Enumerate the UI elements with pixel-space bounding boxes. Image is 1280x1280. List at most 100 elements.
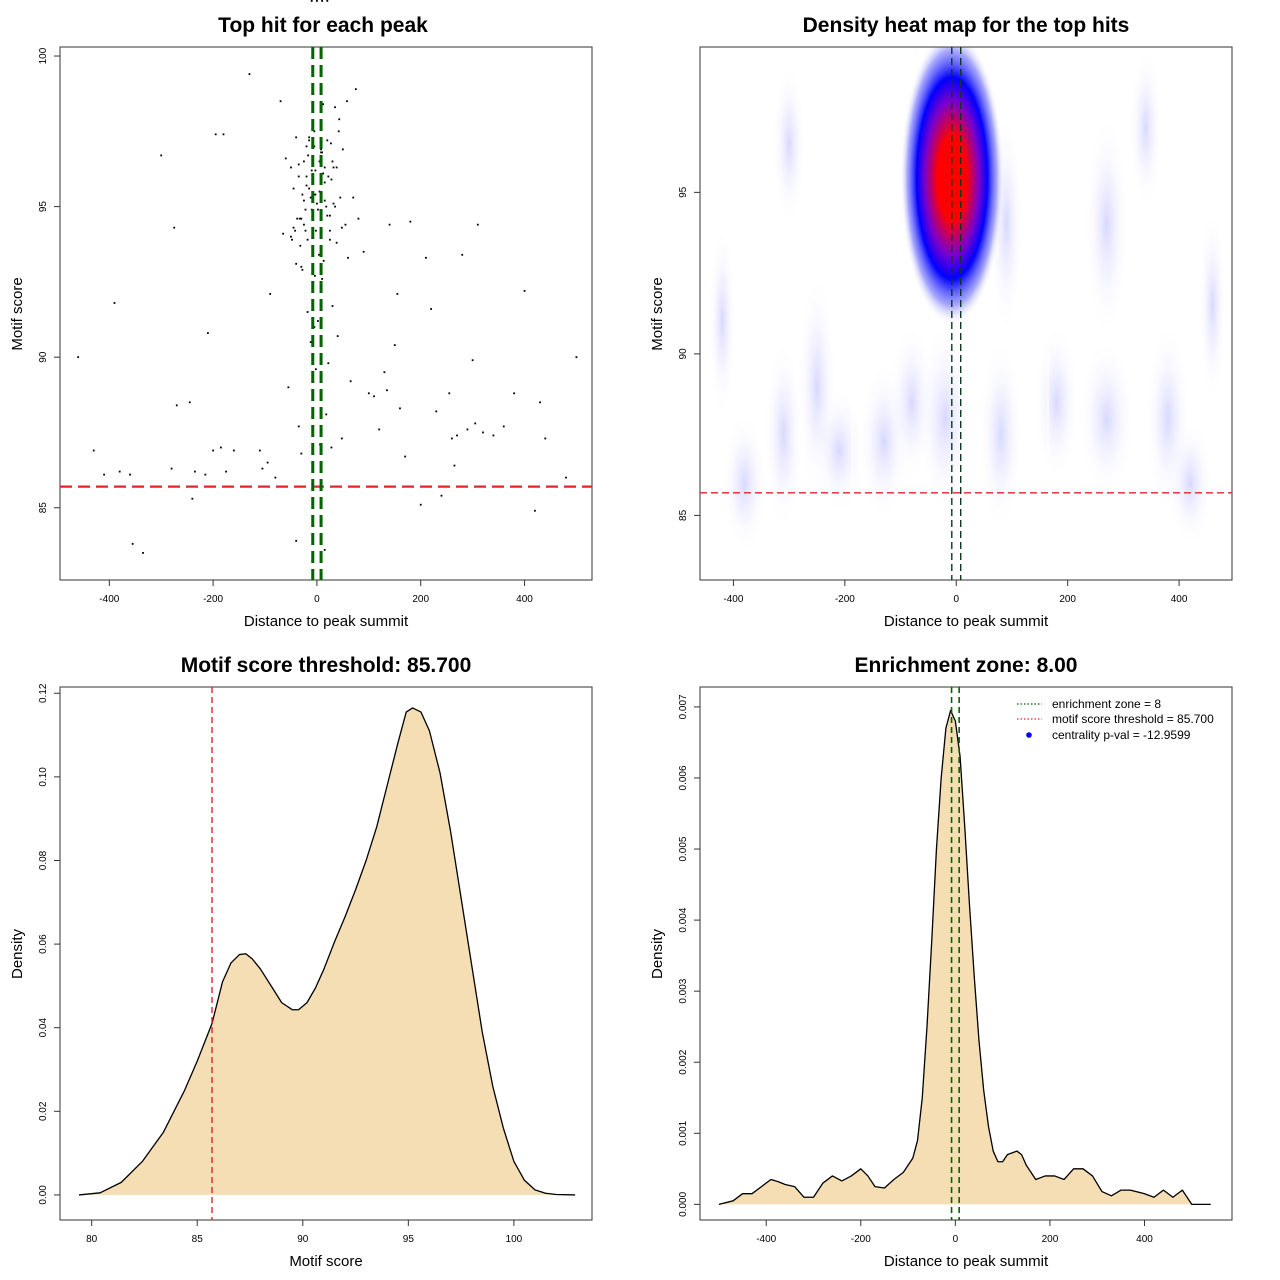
heatmap-hotspot — [900, 47, 1004, 326]
scatter-point — [284, 157, 287, 160]
scatter-point — [188, 401, 191, 404]
scatter-point — [207, 332, 209, 334]
scatter-point — [330, 446, 333, 449]
y-tick-label: 95 — [678, 186, 689, 198]
scatter-point — [290, 235, 292, 238]
scatter-point — [290, 166, 292, 169]
scatter-point — [327, 362, 330, 365]
scatter-point — [349, 380, 352, 383]
x-tick-label: -200 — [851, 1234, 871, 1245]
x-tick-label: -400 — [723, 594, 743, 605]
y-tick-label: 85 — [678, 509, 689, 521]
scatter-point — [305, 175, 308, 178]
enrichment-zone-lines — [950, 687, 960, 1220]
scatter-point — [303, 160, 305, 163]
scatter-point — [450, 437, 453, 440]
scatter-point — [474, 422, 477, 425]
scatter-point — [313, 130, 316, 133]
scatter-point — [393, 344, 396, 347]
score-density-title: Motif score threshold: 85.700 — [181, 654, 472, 677]
scatter-point — [320, 151, 322, 154]
scatter-point — [129, 473, 131, 476]
scatter-point — [325, 205, 328, 208]
scatter-point — [338, 118, 341, 121]
scatter-point — [266, 461, 269, 464]
scatter-point — [323, 199, 326, 202]
x-tick-label: -400 — [756, 1234, 776, 1245]
scatter-point — [232, 449, 235, 452]
distance-density-panel: Enrichment zone: 8.00 -400 -200 0 200 400 0.… — [649, 654, 1233, 1270]
scatter-point — [534, 509, 536, 512]
distance-density-x-axis: -400 -200 0 200 400 — [756, 1220, 1153, 1245]
scatter-point — [352, 196, 355, 199]
density-blob — [1167, 418, 1213, 548]
scatter-point — [308, 139, 311, 142]
heatmap-x-axis: -400 -200 0 200 400 — [723, 580, 1188, 605]
distance-density-title: Enrichment zone: 8.00 — [855, 654, 1078, 677]
scatter-point — [476, 223, 479, 226]
scatter-point — [323, 181, 326, 184]
scatter-point — [331, 305, 334, 307]
scatter-point — [294, 229, 297, 232]
scatter-point — [346, 100, 348, 103]
x-tick-label: 90 — [297, 1234, 309, 1245]
scatter-point — [453, 464, 456, 467]
scatter-point — [77, 356, 80, 359]
scatter-panel: Top hit for each peak -400 -200 0 200 400 85… — [9, 0, 593, 630]
scatter-point — [282, 232, 285, 235]
y-tick-label: 0.02 — [38, 1101, 49, 1121]
y-tick-label: 0.06 — [38, 934, 49, 954]
scatter-point — [399, 407, 401, 410]
scatter-point — [248, 73, 251, 76]
scatter-point — [307, 154, 309, 157]
scatter-point — [383, 371, 386, 374]
scatter-point — [321, 151, 324, 154]
scatter-point — [373, 395, 375, 398]
scatter-point — [321, 277, 324, 280]
scatter-point — [378, 428, 381, 431]
y-tick-label: 90 — [38, 351, 49, 363]
scatter-point — [354, 88, 357, 91]
scatter-point — [388, 223, 391, 226]
scatter-point — [314, 229, 317, 232]
scatter-point — [326, 0, 329, 2]
scatter-point — [219, 446, 222, 449]
scatter-point — [386, 389, 388, 392]
density-blob — [814, 386, 865, 516]
scatter-point — [300, 452, 303, 455]
score-density-y-axis: 0.00 0.02 0.04 0.06 0.08 0.10 0.12 — [38, 683, 60, 1205]
x-tick-label: 200 — [1042, 1234, 1059, 1245]
y-tick-label: 0.006 — [678, 765, 689, 790]
scatter-point — [334, 205, 336, 208]
scatter-point — [435, 410, 438, 413]
scatter-point — [306, 238, 309, 241]
x-tick-label: 200 — [412, 594, 429, 605]
scatter-point — [456, 434, 458, 437]
y-tick-label: 0.00 — [38, 1185, 49, 1205]
scatter-point — [425, 256, 427, 259]
legend: enrichment zone = 8 motif score threshol… — [1017, 697, 1214, 742]
heatmap-ylabel: Motif score — [649, 277, 666, 350]
scatter-point — [297, 425, 300, 428]
scatter-title: Top hit for each peak — [218, 14, 428, 37]
score-density-panel: Motif score threshold: 85.700 80 85 90 95 10… — [9, 654, 593, 1270]
scatter-point — [131, 542, 134, 545]
scatter-point — [313, 274, 316, 277]
scatter-point — [323, 548, 326, 551]
scatter-point — [325, 413, 328, 416]
scatter-point — [304, 229, 307, 232]
legend-pval-label: centrality p-val = -12.9599 — [1052, 728, 1191, 742]
density-line — [78, 707, 576, 1196]
y-tick-label: 0.003 — [678, 978, 689, 1003]
scatter-point — [309, 341, 312, 344]
scatter-point — [440, 494, 443, 497]
scatter-point — [303, 199, 305, 202]
scatter-point — [175, 404, 178, 407]
scatter-point — [274, 476, 277, 479]
density-blob — [708, 224, 737, 419]
scatter-point — [326, 139, 329, 142]
x-tick-label: 0 — [314, 594, 320, 605]
heatmap-y-axis: 85 90 95 — [678, 186, 700, 521]
scatter-point — [328, 229, 331, 232]
scatter-point — [314, 368, 317, 371]
